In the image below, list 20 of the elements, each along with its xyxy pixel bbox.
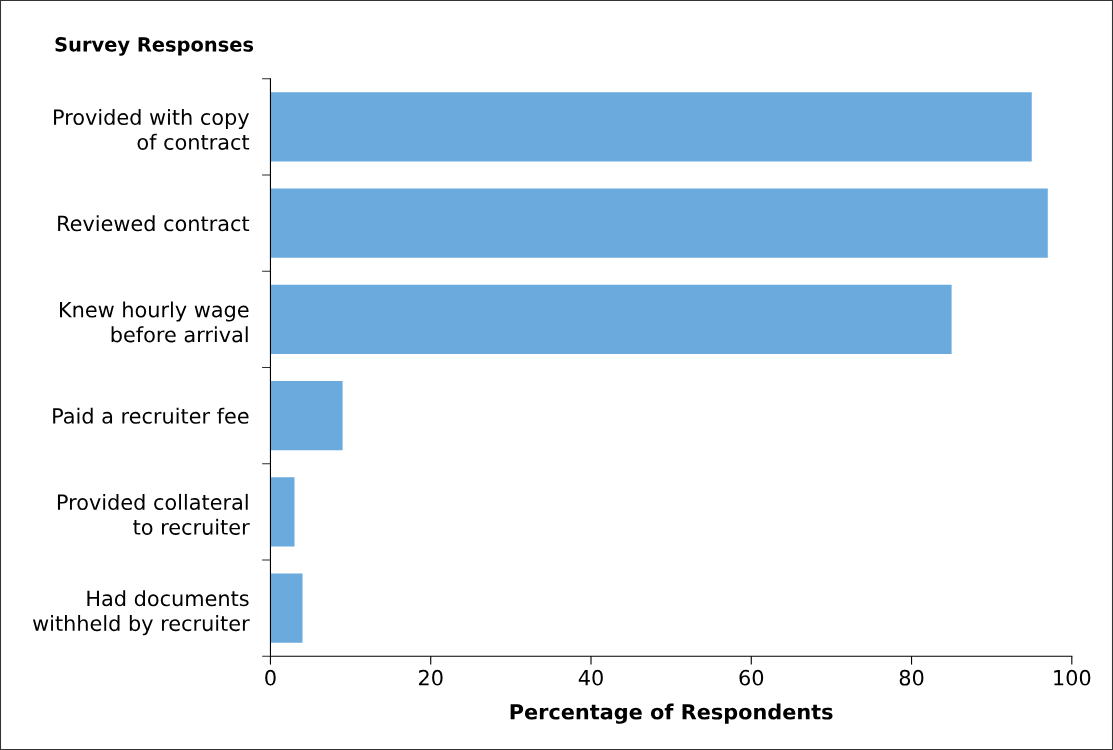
x-tick-label: 20 bbox=[419, 669, 443, 686]
bar bbox=[270, 188, 1048, 258]
y-tick-label: Reviewed contract bbox=[58, 215, 250, 232]
bar bbox=[270, 573, 303, 643]
x-tick-label: 60 bbox=[739, 669, 764, 686]
bar bbox=[270, 477, 295, 547]
y-tick-label: Provided with copy of contract bbox=[54, 108, 250, 150]
y-tick-label: Provided collateral to recruiter bbox=[57, 493, 250, 535]
y-tick-label: Knew hourly wage before arrival bbox=[60, 301, 249, 343]
bar bbox=[270, 284, 952, 355]
y-tick-label: Had documents withheld by recruiter bbox=[32, 590, 250, 636]
y-axis-title: Survey Responses bbox=[55, 37, 254, 56]
bar bbox=[270, 380, 343, 451]
x-tick-label: 0 bbox=[265, 669, 276, 686]
x-axis-title: Percentage of Respondents bbox=[510, 703, 833, 724]
x-tick-label: 40 bbox=[578, 669, 603, 686]
bar bbox=[270, 92, 1032, 162]
y-tick-label: Paid a recruiter fee bbox=[53, 407, 249, 424]
x-tick-label: 80 bbox=[899, 669, 924, 686]
x-tick-label: 100 bbox=[1054, 669, 1091, 686]
